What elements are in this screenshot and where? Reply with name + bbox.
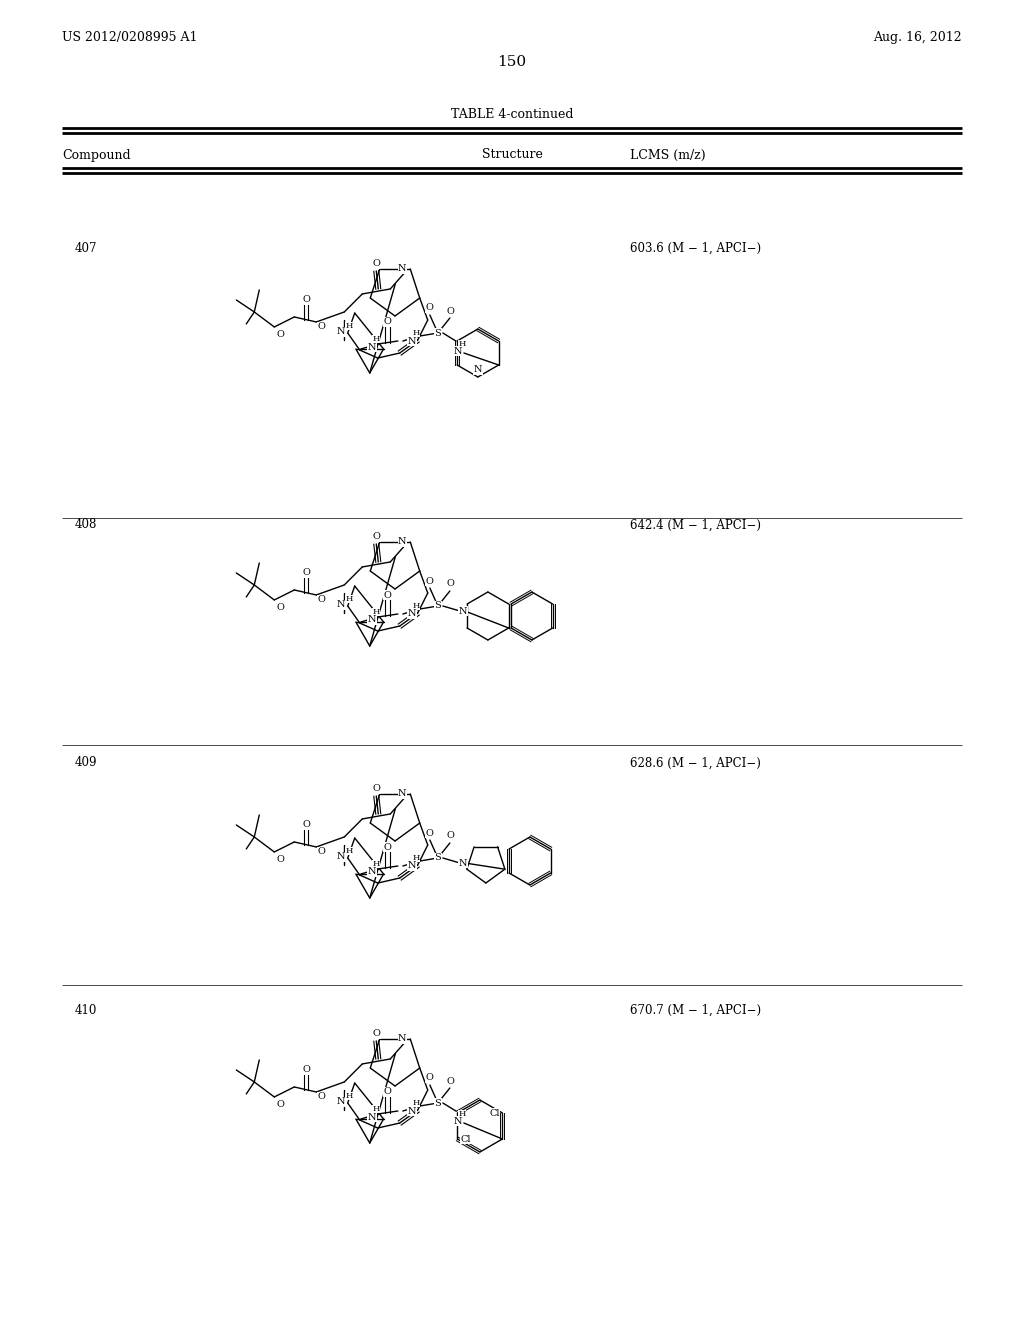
Text: N: N [459,606,467,615]
Text: O: O [426,577,434,586]
Text: O: O [276,855,285,865]
Text: 409: 409 [75,756,97,770]
Text: N: N [337,601,345,610]
Text: H: H [345,322,353,330]
Text: O: O [317,1093,326,1101]
Text: N: N [337,853,345,862]
Text: O: O [446,832,455,841]
Text: H: H [413,1100,420,1107]
Text: S: S [434,329,441,338]
Text: N: N [408,862,416,870]
Text: S: S [434,854,441,862]
Text: O: O [446,1077,455,1085]
Text: 670.7 (M − 1, APCI−): 670.7 (M − 1, APCI−) [630,1003,761,1016]
Text: O: O [373,532,380,541]
Text: 410: 410 [75,1003,97,1016]
Text: O: O [276,1101,285,1110]
Text: O: O [302,821,310,829]
Text: US 2012/0208995 A1: US 2012/0208995 A1 [62,32,198,45]
Text: O: O [384,590,392,599]
Text: 628.6 (M − 1, APCI−): 628.6 (M − 1, APCI−) [630,756,761,770]
Text: N: N [368,867,376,876]
Text: N: N [474,366,482,375]
Text: H: H [413,602,420,610]
Text: O: O [384,842,392,851]
Text: 407: 407 [75,242,97,255]
Text: O: O [384,318,392,326]
Text: N: N [454,1117,462,1126]
Text: Cl: Cl [489,1109,500,1118]
Text: N: N [408,337,416,346]
Text: H: H [372,1105,380,1113]
Text: O: O [317,847,326,857]
Text: O: O [426,304,434,313]
Text: O: O [317,322,326,331]
Text: O: O [317,595,326,605]
Text: O: O [373,1030,380,1039]
Text: H: H [413,329,420,337]
Text: S: S [434,602,441,610]
Text: S: S [434,1098,441,1107]
Text: N: N [398,1035,407,1044]
Text: H: H [345,595,353,603]
Text: 642.4 (M − 1, APCI−): 642.4 (M − 1, APCI−) [630,519,761,532]
Text: N: N [337,327,345,337]
Text: 150: 150 [498,55,526,69]
Text: N: N [368,615,376,624]
Text: H: H [458,1110,466,1118]
Text: N: N [337,1097,345,1106]
Text: O: O [302,1065,310,1074]
Text: H: H [372,609,380,616]
Text: O: O [276,330,285,339]
Text: N: N [454,346,462,355]
Text: O: O [302,296,310,305]
Text: N: N [398,537,407,546]
Text: N: N [459,858,467,867]
Text: O: O [426,1073,434,1082]
Text: Compound: Compound [62,149,131,161]
Text: H: H [372,335,380,343]
Text: Cl: Cl [460,1134,471,1143]
Text: H: H [413,854,420,862]
Text: N: N [398,264,407,273]
Text: 603.6 (M − 1, APCI−): 603.6 (M − 1, APCI−) [630,242,761,255]
Text: 408: 408 [75,519,97,532]
Text: O: O [426,829,434,837]
Text: O: O [384,1088,392,1097]
Text: N: N [398,789,407,799]
Text: N: N [368,1113,376,1122]
Text: O: O [446,306,455,315]
Text: TABLE 4-continued: TABLE 4-continued [451,108,573,121]
Text: H: H [345,1092,353,1100]
Text: N: N [408,610,416,619]
Text: O: O [373,784,380,793]
Text: LCMS (m/z): LCMS (m/z) [630,149,706,161]
Text: N: N [408,1106,416,1115]
Text: N: N [368,342,376,351]
Text: H: H [458,341,466,348]
Text: H: H [372,861,380,869]
Text: O: O [446,579,455,589]
Text: Aug. 16, 2012: Aug. 16, 2012 [873,32,962,45]
Text: H: H [345,847,353,855]
Text: O: O [302,569,310,577]
Text: O: O [276,603,285,612]
Text: Structure: Structure [481,149,543,161]
Text: O: O [373,260,380,268]
